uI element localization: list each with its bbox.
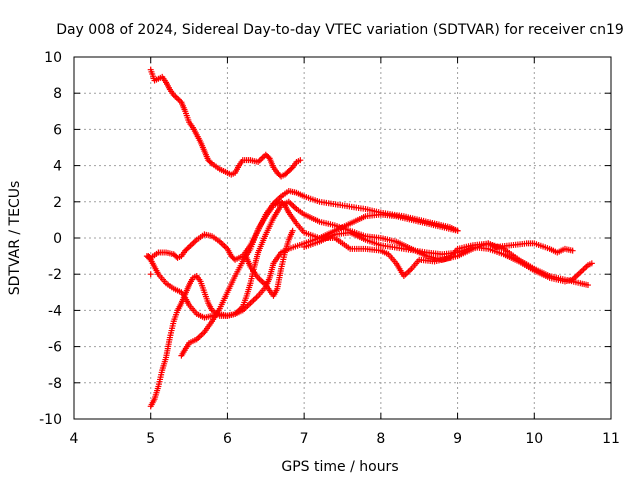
data-point — [265, 154, 272, 161]
data-point — [147, 271, 154, 278]
chart-title: Day 008 of 2024, Sidereal Day-to-day VTE… — [56, 22, 624, 38]
data-point — [288, 165, 295, 172]
plot-frame — [73, 56, 612, 420]
data-point — [184, 245, 191, 252]
x-tick-label: 6 — [223, 431, 232, 447]
y-tick-label: 6 — [53, 122, 62, 138]
x-tick-label: 9 — [453, 431, 462, 447]
y-axis-label: SDTVAR / TECUs — [7, 181, 23, 296]
series-arc-3 — [145, 187, 461, 263]
data-point — [280, 201, 287, 208]
y-tick-label: -6 — [48, 340, 62, 356]
y-tick-label: 0 — [53, 231, 62, 247]
data-point — [146, 255, 153, 262]
grid — [74, 57, 611, 419]
series-arc-5 — [178, 198, 576, 359]
y-tick-label: 10 — [44, 50, 62, 66]
data-point — [569, 247, 576, 254]
data-point — [289, 227, 296, 234]
series-arc-1 — [147, 66, 304, 180]
data-point — [454, 227, 461, 234]
x-tick-label: 10 — [525, 431, 543, 447]
data-points — [143, 66, 595, 410]
x-tick-label: 11 — [602, 431, 620, 447]
data-point — [584, 282, 591, 289]
series-arc-6 — [243, 227, 296, 299]
y-tick-label: -2 — [48, 267, 62, 283]
x-tick-label: 8 — [376, 431, 385, 447]
y-tick-label: 2 — [53, 195, 62, 211]
y-tick-label: 8 — [53, 86, 62, 102]
y-tick-label: -10 — [39, 412, 62, 428]
x-tick-label: 5 — [146, 431, 155, 447]
x-tick-label: 4 — [70, 431, 79, 447]
data-point — [207, 159, 214, 166]
y-tick-label: -8 — [48, 376, 62, 392]
y-tick-label: 4 — [53, 159, 62, 175]
data-point — [588, 260, 595, 267]
x-axis-label: GPS time / hours — [281, 459, 398, 475]
x-tick-label: 7 — [300, 431, 309, 447]
y-tick-label: -4 — [48, 303, 62, 319]
data-point — [297, 157, 304, 164]
series-arc-7 — [301, 229, 595, 285]
series-isolated — [147, 271, 154, 278]
axis-ticks: 4 5 6 7 8 9 10 11 -10 -8 -6 -4 -2 0 2 4 6 8 10 — [39, 50, 620, 447]
